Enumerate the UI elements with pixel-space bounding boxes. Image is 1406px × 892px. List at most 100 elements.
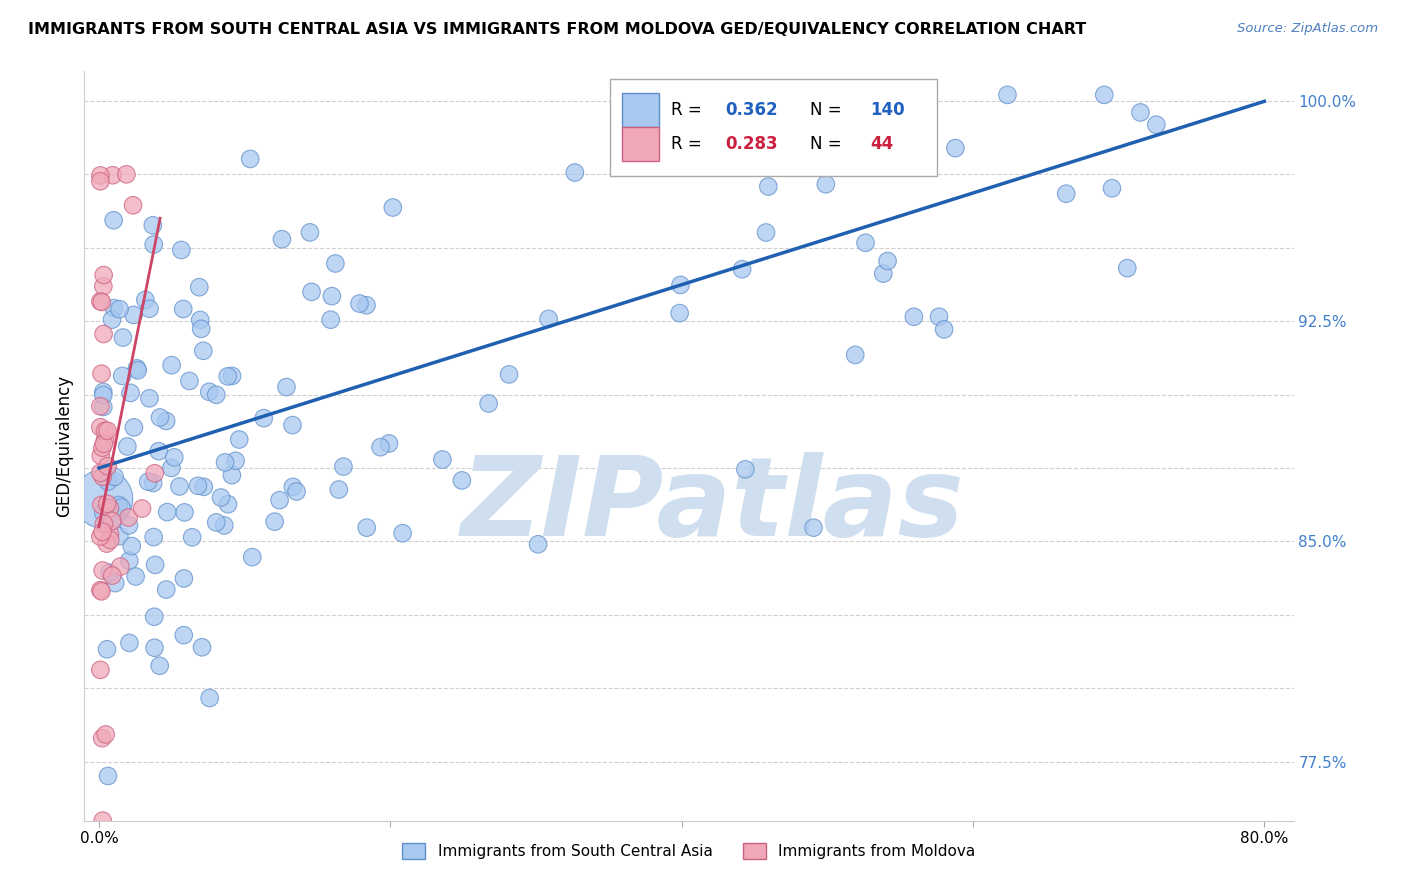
- Point: [127, 363, 149, 377]
- Point: [173, 571, 195, 585]
- Point: [91, 441, 114, 455]
- Point: [142, 530, 165, 544]
- Point: [321, 289, 343, 303]
- Text: N =: N =: [810, 135, 841, 153]
- Point: [356, 521, 378, 535]
- Point: [734, 462, 756, 476]
- Point: [328, 483, 350, 497]
- Point: [537, 311, 560, 326]
- Point: [239, 152, 262, 166]
- Point: [98, 566, 121, 580]
- Point: [97, 769, 120, 783]
- Bar: [623, 94, 659, 128]
- Point: [91, 388, 114, 402]
- Point: [93, 279, 115, 293]
- Legend: Immigrants from South Central Asia, Immigrants from Moldova: Immigrants from South Central Asia, Immi…: [396, 838, 981, 865]
- Point: [93, 268, 115, 282]
- Point: [527, 537, 550, 551]
- Point: [356, 298, 378, 312]
- Point: [271, 232, 294, 246]
- Point: [1101, 181, 1123, 195]
- Point: [498, 368, 520, 382]
- Text: 140: 140: [870, 102, 905, 120]
- Point: [122, 420, 145, 434]
- Point: [89, 294, 111, 309]
- Point: [731, 262, 754, 277]
- Point: [93, 436, 115, 450]
- Point: [98, 533, 121, 547]
- Point: [564, 165, 586, 179]
- Point: [103, 301, 125, 315]
- Point: [214, 455, 236, 469]
- Point: [96, 424, 118, 438]
- Point: [844, 348, 866, 362]
- Point: [108, 302, 131, 317]
- Point: [89, 399, 111, 413]
- Point: [855, 235, 877, 250]
- Point: [876, 254, 898, 268]
- Point: [668, 306, 690, 320]
- Point: [136, 475, 159, 489]
- Y-axis label: GED/Equivalency: GED/Equivalency: [55, 375, 73, 517]
- Point: [148, 444, 170, 458]
- Point: [103, 213, 125, 227]
- Point: [193, 343, 215, 358]
- Point: [263, 515, 285, 529]
- Point: [142, 475, 165, 490]
- Point: [122, 308, 145, 322]
- Point: [1116, 261, 1139, 276]
- Point: [94, 424, 117, 438]
- Point: [98, 527, 121, 541]
- Point: [142, 219, 165, 233]
- Point: [160, 461, 183, 475]
- Point: [814, 178, 837, 192]
- Point: [349, 296, 371, 310]
- Point: [173, 505, 195, 519]
- Point: [1144, 118, 1167, 132]
- Point: [98, 501, 121, 516]
- Point: [118, 518, 141, 533]
- Point: [381, 201, 404, 215]
- Point: [90, 449, 112, 463]
- Point: [110, 500, 132, 515]
- Point: [281, 480, 304, 494]
- Point: [155, 582, 177, 597]
- Point: [179, 374, 201, 388]
- Point: [205, 388, 228, 402]
- Point: [997, 87, 1019, 102]
- Point: [713, 153, 735, 168]
- Point: [89, 466, 111, 480]
- Point: [240, 550, 263, 565]
- Point: [104, 470, 127, 484]
- Point: [209, 491, 232, 505]
- Point: [117, 439, 139, 453]
- Point: [101, 168, 124, 182]
- Point: [108, 529, 131, 543]
- Point: [107, 498, 129, 512]
- Point: [155, 414, 177, 428]
- Point: [478, 396, 501, 410]
- Point: [193, 480, 215, 494]
- Point: [122, 198, 145, 212]
- Point: [432, 452, 454, 467]
- Point: [160, 358, 183, 372]
- Point: [756, 179, 779, 194]
- Point: [118, 553, 141, 567]
- Point: [225, 454, 247, 468]
- Point: [89, 174, 111, 188]
- Text: Source: ZipAtlas.com: Source: ZipAtlas.com: [1237, 22, 1378, 36]
- Text: 0.362: 0.362: [725, 102, 778, 120]
- Point: [172, 301, 194, 316]
- Point: [91, 400, 114, 414]
- Point: [217, 497, 239, 511]
- Point: [89, 583, 111, 598]
- Point: [142, 237, 165, 252]
- Point: [138, 392, 160, 406]
- FancyBboxPatch shape: [610, 78, 936, 177]
- Point: [188, 313, 211, 327]
- Point: [89, 663, 111, 677]
- Text: N =: N =: [810, 102, 841, 120]
- Point: [669, 277, 692, 292]
- Point: [89, 420, 111, 434]
- Point: [120, 385, 142, 400]
